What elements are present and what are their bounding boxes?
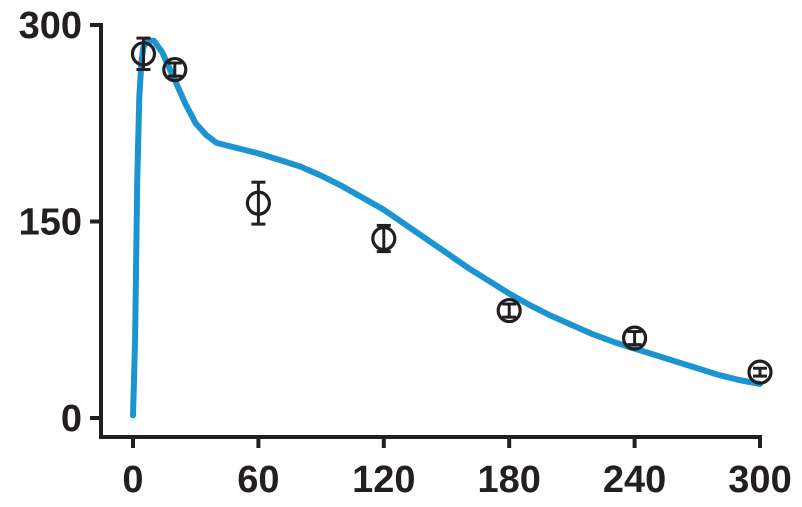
x-ticks: 0 60 120 180 240 300: [122, 437, 792, 501]
data-point: [245, 180, 271, 226]
point-marker: [621, 325, 648, 351]
x-tick-label: 120: [352, 459, 415, 501]
x-tick-label: 300: [728, 459, 791, 501]
point-marker: [371, 225, 397, 252]
data-point: [130, 36, 157, 72]
data-point: [621, 325, 648, 351]
point-marker: [747, 359, 773, 385]
fit-curve: [130, 37, 763, 419]
fit-curve-group: [130, 37, 763, 419]
x-tick-label: 60: [237, 459, 279, 501]
data-point: [371, 223, 397, 254]
y-tick-label: 0: [61, 398, 82, 440]
point-marker: [162, 56, 188, 83]
y-ticks: 0 150 300: [19, 5, 101, 440]
y-tick-label: 150: [19, 202, 82, 244]
point-marker: [245, 190, 271, 216]
x-tick-label: 180: [477, 459, 540, 501]
y-tick-label: 300: [19, 5, 82, 47]
data-points-group: [130, 36, 773, 385]
data-point: [747, 359, 773, 385]
x-tick-label: 240: [603, 459, 666, 501]
x-tick-label: 0: [122, 459, 143, 501]
point-marker: [130, 41, 157, 67]
axes: [99, 23, 762, 439]
data-point: [162, 56, 188, 83]
data-point: [496, 297, 522, 324]
point-marker: [496, 297, 522, 324]
